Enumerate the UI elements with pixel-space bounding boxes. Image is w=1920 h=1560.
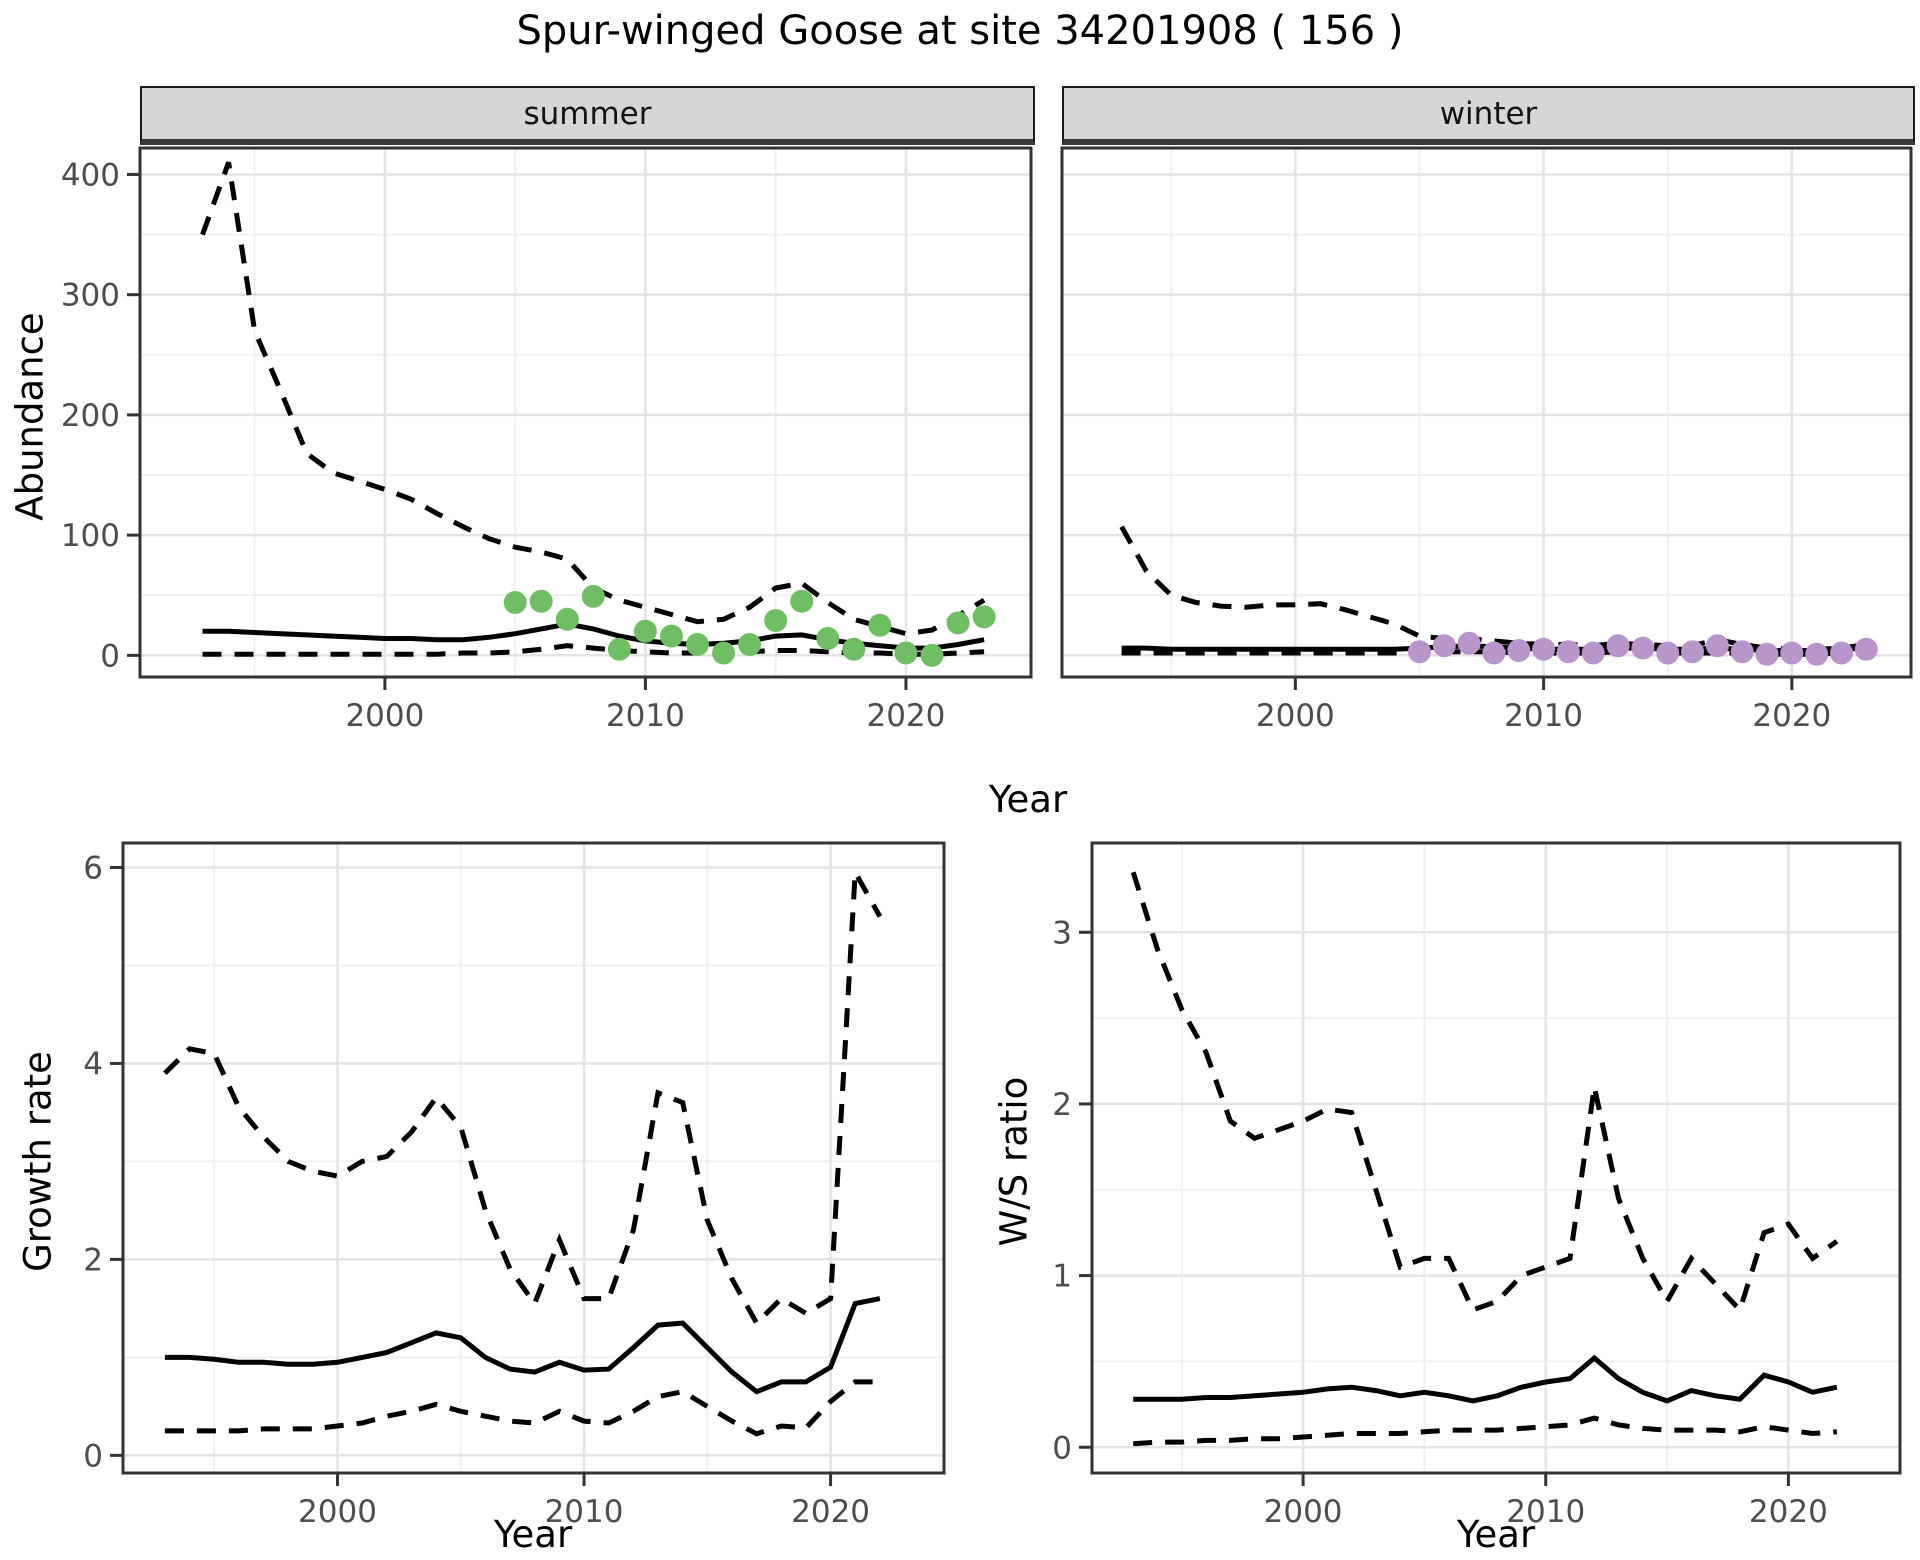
data-point <box>894 641 918 665</box>
data-point <box>529 589 553 613</box>
y-tick-label: 3 <box>1052 915 1072 951</box>
y-tick-label: 400 <box>61 157 120 193</box>
data-point <box>555 607 579 631</box>
data-point <box>1631 636 1655 660</box>
facet-strip-winter-label: winter <box>1439 95 1538 132</box>
data-point <box>738 633 762 656</box>
panel-abundance-winter: 2000 2010 2020 <box>1060 146 1913 734</box>
y-tick-label: 200 <box>61 398 120 434</box>
data-point <box>1780 641 1804 665</box>
y-tick-label: 1 <box>1052 1259 1072 1295</box>
x-tick-label: 2020 <box>1752 698 1831 734</box>
points-observed_winter_counts <box>1408 631 1878 666</box>
data-point <box>1830 641 1853 665</box>
points-observed_summer_counts <box>503 584 996 667</box>
panel-growth-rate: 2000 2010 2020 0 2 4 6 <box>83 841 946 1530</box>
x-tick-label: 2000 <box>1264 1494 1343 1530</box>
y-tick-label: 4 <box>83 1046 103 1082</box>
y-tick-label: 0 <box>83 1438 103 1474</box>
y-tick-label: 6 <box>83 850 103 886</box>
facet-strip-summer-label: summer <box>523 95 652 132</box>
data-point <box>1656 641 1680 665</box>
series-upper_ci <box>1130 871 1839 1315</box>
x-tick-label: 2020 <box>866 698 945 734</box>
series-lower_ci <box>164 1379 880 1437</box>
facet-strip-winter: winter <box>1062 86 1915 145</box>
data-point <box>712 641 736 665</box>
data-point <box>1507 639 1531 662</box>
x-tick-label: 2010 <box>606 698 685 734</box>
x-tick-label: 2020 <box>791 1494 870 1530</box>
y-tick-label: 300 <box>61 278 120 314</box>
data-point <box>1755 642 1779 666</box>
data-point <box>1805 642 1829 666</box>
data-point <box>607 637 631 661</box>
data-point <box>842 637 866 661</box>
series-lower_ci <box>1133 1415 1838 1447</box>
data-point <box>1681 640 1704 664</box>
data-point <box>868 613 892 637</box>
data-point <box>790 589 814 613</box>
data-point <box>1482 641 1506 665</box>
panel-ws-ratio: 2000 2010 2020 0 1 2 3 <box>1052 841 1902 1530</box>
x-tick-label: 2000 <box>298 1494 377 1530</box>
data-point <box>764 609 788 632</box>
data-point <box>1432 634 1456 658</box>
facet-strip-summer: summer <box>140 86 1035 145</box>
axis-title-year-top: Year <box>988 778 1068 821</box>
data-point <box>1705 634 1729 658</box>
x-tick-label: 2000 <box>1256 698 1335 734</box>
y-tick-label: 0 <box>100 638 120 674</box>
series-upper_ci <box>163 863 883 1328</box>
y-tick-label: 0 <box>1052 1430 1072 1466</box>
x-tick-label: 2000 <box>345 698 424 734</box>
data-point <box>946 611 970 635</box>
data-point <box>660 624 683 648</box>
axis-title-ws-ratio: W/S ratio <box>992 1076 1036 1247</box>
series-mean <box>1133 1354 1838 1404</box>
data-point <box>1606 634 1630 658</box>
series-mean <box>164 1296 881 1395</box>
series-upper_ci <box>1119 525 1867 652</box>
data-point <box>1457 631 1481 655</box>
data-point <box>816 627 840 650</box>
data-point <box>972 605 996 629</box>
x-tick-label: 2020 <box>1749 1494 1828 1530</box>
x-tick-label: 2010 <box>545 1494 624 1530</box>
data-point <box>503 591 527 614</box>
axis-title-year-bottom-left: Year <box>493 1513 573 1556</box>
data-point <box>1854 637 1878 661</box>
panel-abundance-summer: 2000 2010 2020 0 100 200 300 400 <box>61 146 1033 734</box>
x-tick-label: 2010 <box>1506 1494 1585 1530</box>
axis-title-year-bottom-right: Year <box>1456 1513 1536 1556</box>
data-point <box>1532 637 1556 661</box>
y-tick-label: 2 <box>83 1242 103 1278</box>
data-point <box>1556 640 1580 664</box>
axis-title-abundance: Abundance <box>8 312 52 521</box>
axis-title-growth-rate: Growth rate <box>16 1051 60 1272</box>
x-tick-label: 2010 <box>1504 698 1583 734</box>
data-point <box>1408 640 1431 664</box>
chart-title: Spur-winged Goose at site 34201908 ( 156… <box>516 8 1404 54</box>
data-point <box>1581 641 1605 665</box>
data-point <box>633 619 657 643</box>
data-point <box>581 584 605 608</box>
data-point <box>686 633 709 656</box>
y-tick-label: 2 <box>1052 1087 1072 1123</box>
data-point <box>1730 640 1754 664</box>
data-point <box>920 643 944 667</box>
y-tick-label: 100 <box>61 518 120 554</box>
